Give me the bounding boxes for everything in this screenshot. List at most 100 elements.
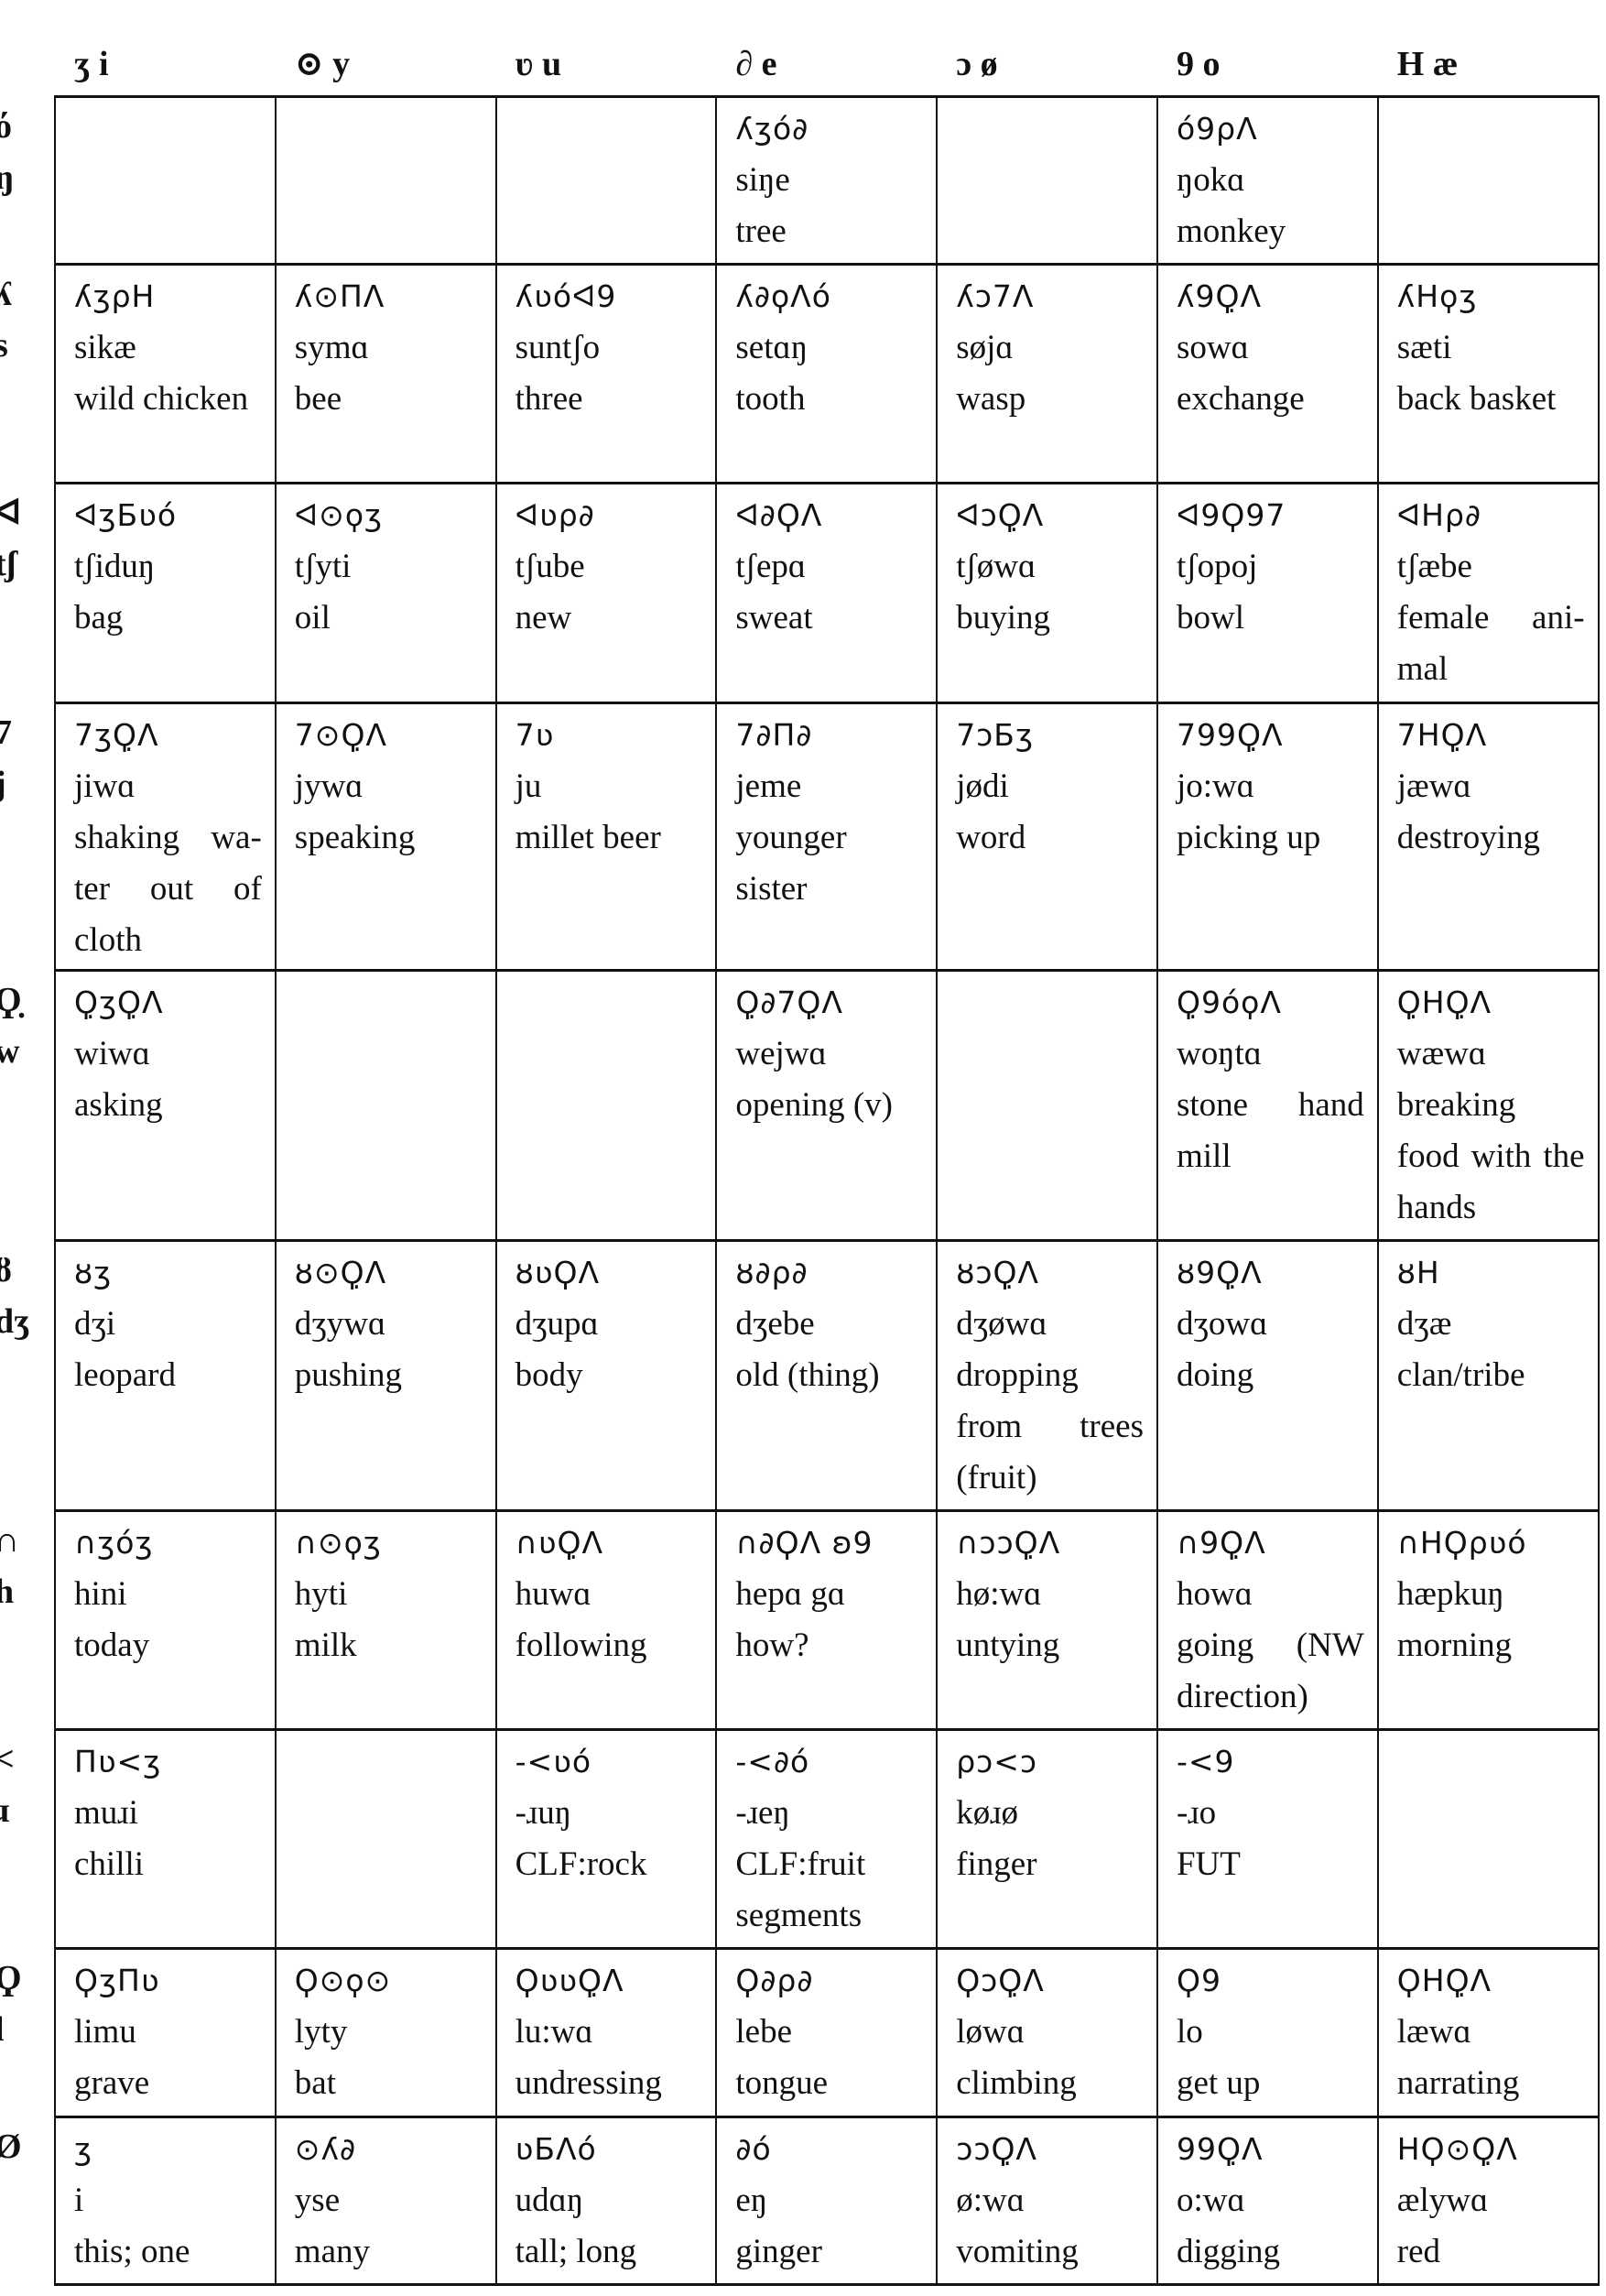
transcription: hini <box>74 1575 127 1613</box>
table-row: Ϙ̣ʒϘ̣Λ wiwɑ asking Ϙ̣∂7Ϙ̣Λ wejwɑ opening (v) Ϙ… <box>54 969 1600 1242</box>
table-cell: ɔɔϘ̣Λ ø:wɑ vomiting <box>936 2116 1158 2286</box>
script-word: ∩HϘρʋό <box>1396 1525 1527 1561</box>
script-word: ʎHϙʒ <box>1396 278 1478 314</box>
script-word: 7HϘ̣Λ <box>1396 717 1488 753</box>
table-cell: ȣ∂ρ∂ dʒebe old (thing) <box>715 1239 939 1512</box>
script-word: ȣɔϘ̣Λ <box>956 1255 1040 1290</box>
gloss: tree <box>735 212 787 250</box>
gloss: asking <box>74 1086 163 1124</box>
script-word: ʎʒρH <box>74 278 156 314</box>
table-cell: ʋƂΛό udɑŋ tall; long <box>494 2116 718 2286</box>
table-row: 7ʒϘ̣Λ jiwɑ shaking wa-ter out of cloth 7⊙Ϙ̣… <box>54 702 1600 972</box>
transcription: dʒebe <box>735 1305 815 1343</box>
gloss: word <box>956 819 1026 856</box>
gloss: leopard <box>74 1356 176 1394</box>
script-word: 7⊙Ϙ̣Λ <box>294 717 387 753</box>
transcription: tʃepɑ <box>735 548 807 585</box>
row-glyph: Ϙ <box>0 1959 22 1997</box>
table-cell: ⊙ʎ∂ yse many <box>274 2116 497 2286</box>
gloss: millet beer <box>515 819 661 856</box>
gloss: buying <box>956 599 1050 637</box>
row-glyph: ȣ <box>0 1251 13 1289</box>
table-cell: 7HϘ̣Λ jæwɑ destroying <box>1376 702 1600 972</box>
script-word: ᐊɔϘ̣Λ <box>956 497 1045 533</box>
row-label: Ϙl <box>0 1953 22 2055</box>
gloss: tooth <box>735 380 806 418</box>
transcription: dʒæ <box>1396 1305 1452 1343</box>
table-cell: ᐊHρ∂ tʃæbe female ani-mal <box>1376 482 1600 704</box>
transcription: howɑ <box>1176 1575 1253 1613</box>
table-row: Πʋ<ʒ muɹi chilli -<ʋό -ɹuŋ CLF:rock -<∂ό -ɹeŋ CL… <box>54 1728 1600 1950</box>
transcription: lo <box>1176 2013 1203 2051</box>
column-header: ⊙ y <box>275 37 495 92</box>
script-word: 799Ϙ̣Λ <box>1176 717 1284 753</box>
gloss: finger <box>956 1845 1037 1883</box>
table-cell: ∩ɔɔϘ̣Λ hø:wɑ untying <box>936 1509 1158 1731</box>
gloss: tongue <box>735 2064 829 2102</box>
transcription: hepɑ gɑ <box>735 1575 846 1613</box>
transcription: sowɑ <box>1176 329 1249 366</box>
script-word: ∩9Ϙ̣Λ <box>1176 1525 1266 1561</box>
script-word: ȣ⊙Ϙ̣Λ <box>294 1255 387 1290</box>
transcription: wejwɑ <box>735 1035 827 1072</box>
script-word: ϘʋʋϘ̣Λ <box>515 1963 624 1998</box>
script-word: Ϙ⊙ϙ⊙ <box>294 1963 392 1998</box>
gloss: back basket <box>1396 380 1557 418</box>
column-latin: ø <box>980 45 998 83</box>
gloss: bat <box>294 2064 336 2102</box>
gloss: old (thing) <box>735 1356 880 1394</box>
row-glyph: < <box>0 1740 15 1779</box>
transcription: lu:wɑ <box>515 2013 593 2051</box>
transcription: udɑŋ <box>515 2182 584 2219</box>
row-label: ∩ h <box>0 1515 19 1617</box>
transcription: tʃopoj <box>1176 548 1258 585</box>
gloss: female ani-mal <box>1396 599 1585 688</box>
table-cell: ᐊʒƂʋό tʃiduŋ bag <box>54 482 277 704</box>
script-word: 7ʒϘ̣Λ <box>74 717 159 753</box>
script-word: ᐊ∂ϘΛ <box>735 497 823 533</box>
transcription: ju <box>515 767 542 805</box>
gloss: tall; long <box>515 2233 637 2270</box>
script-word: ʎʒό∂ <box>735 111 809 147</box>
column-glyph: ∂ <box>735 45 754 83</box>
gloss: breaking food with the hands <box>1396 1086 1585 1226</box>
transcription: woŋtɑ <box>1176 1035 1263 1072</box>
gloss: three <box>515 380 583 418</box>
gloss: doing <box>1176 1356 1254 1394</box>
transcription: lebe <box>735 2013 793 2051</box>
table-cell: 7ʋ ju millet beer <box>494 702 718 972</box>
column-glyph: ʋ <box>515 45 534 83</box>
row-latin: ŋ <box>0 158 15 197</box>
table-cell: ȣɔϘ̣Λ dʒøwɑ dropping from trees (fruit) <box>936 1239 1158 1512</box>
transcription: dʒøwɑ <box>956 1305 1047 1343</box>
gloss: sweat <box>735 599 813 637</box>
gloss: clan/tribe <box>1396 1356 1525 1394</box>
transcription: tʃæbe <box>1396 548 1472 585</box>
script-word: ᐊ9Ϙ97 <box>1176 497 1286 533</box>
script-word: Ϙ̣HϘ̣Λ <box>1396 985 1492 1020</box>
script-word: -<ʋό <box>515 1744 592 1779</box>
transcription: søjɑ <box>956 329 1014 366</box>
script-word: Ϙ9 <box>1176 1963 1221 1998</box>
script-word: ∩∂ϘΛ ʚ9 <box>735 1525 874 1561</box>
table-cell: ∩ʒόʒ hini today <box>54 1509 277 1731</box>
transcription: jywɑ <box>294 767 364 805</box>
transcription: dʒowɑ <box>1176 1305 1268 1343</box>
script-word: 7ɔƂʒ <box>956 717 1035 753</box>
table-cell: ό9ρΛ ŋokɑ monkey <box>1156 95 1379 266</box>
transcription: køɹø <box>956 1794 1019 1832</box>
table-cell: Ϙ̣ʒϘ̣Λ wiwɑ asking <box>54 969 277 1242</box>
table-cell: Ϙ̣9όϙΛ woŋtɑ stone hand mill <box>1156 969 1379 1242</box>
transcription: -ɹo <box>1176 1794 1217 1832</box>
transcription: jæwɑ <box>1396 767 1471 805</box>
gloss: wild chicken <box>74 380 249 418</box>
script-word: ʎ⊙ΠΛ <box>294 278 385 314</box>
gloss: destroying <box>1396 819 1540 856</box>
transcription: huwɑ <box>515 1575 591 1613</box>
gloss: many <box>294 2233 370 2270</box>
gloss: undressing <box>515 2064 662 2102</box>
row-latin: h <box>0 1572 15 1611</box>
column-glyph: ʒ <box>74 45 91 83</box>
transcription: tʃyti <box>294 548 352 585</box>
transcription: tʃiduŋ <box>74 548 156 585</box>
